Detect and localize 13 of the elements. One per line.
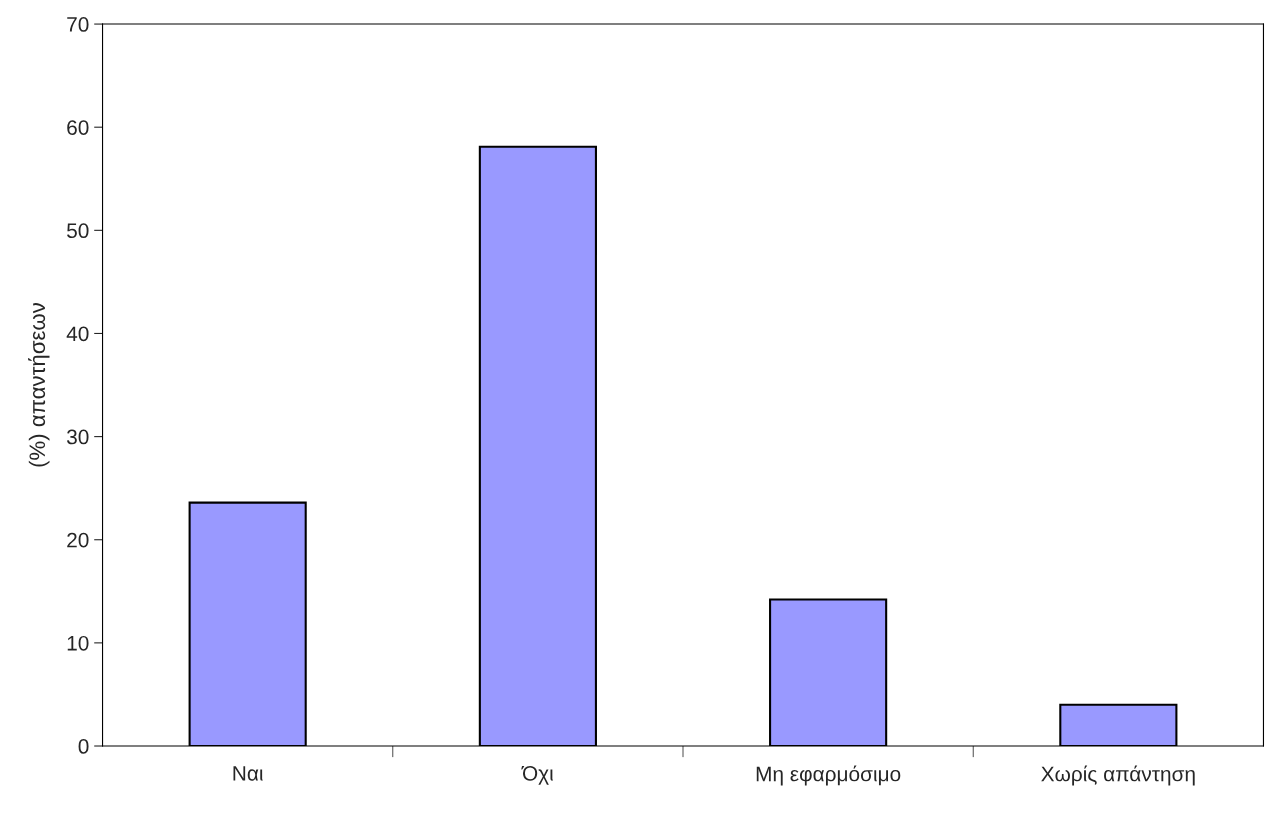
y-tick-label: 10 [67,635,89,651]
y-tick-label: 30 [66,429,89,445]
y-tick-label: 50 [67,223,89,239]
x-tick-label: Μη εφαρμόσιμο [756,765,901,786]
y-axis-title: (%) απαντήσεων [28,302,50,467]
x-tick-label: Όχι [521,766,554,785]
y-tick-label: 40 [66,326,89,342]
y-tick-label: 0 [78,739,89,754]
x-tick-label: Χωρίς απάντηση [1041,765,1195,786]
y-tick-label: 60 [67,120,89,135]
y-tick-label: 20 [67,532,89,548]
x-tick-label: Ναι [233,766,263,781]
y-tick-label: 70 [67,17,89,32]
